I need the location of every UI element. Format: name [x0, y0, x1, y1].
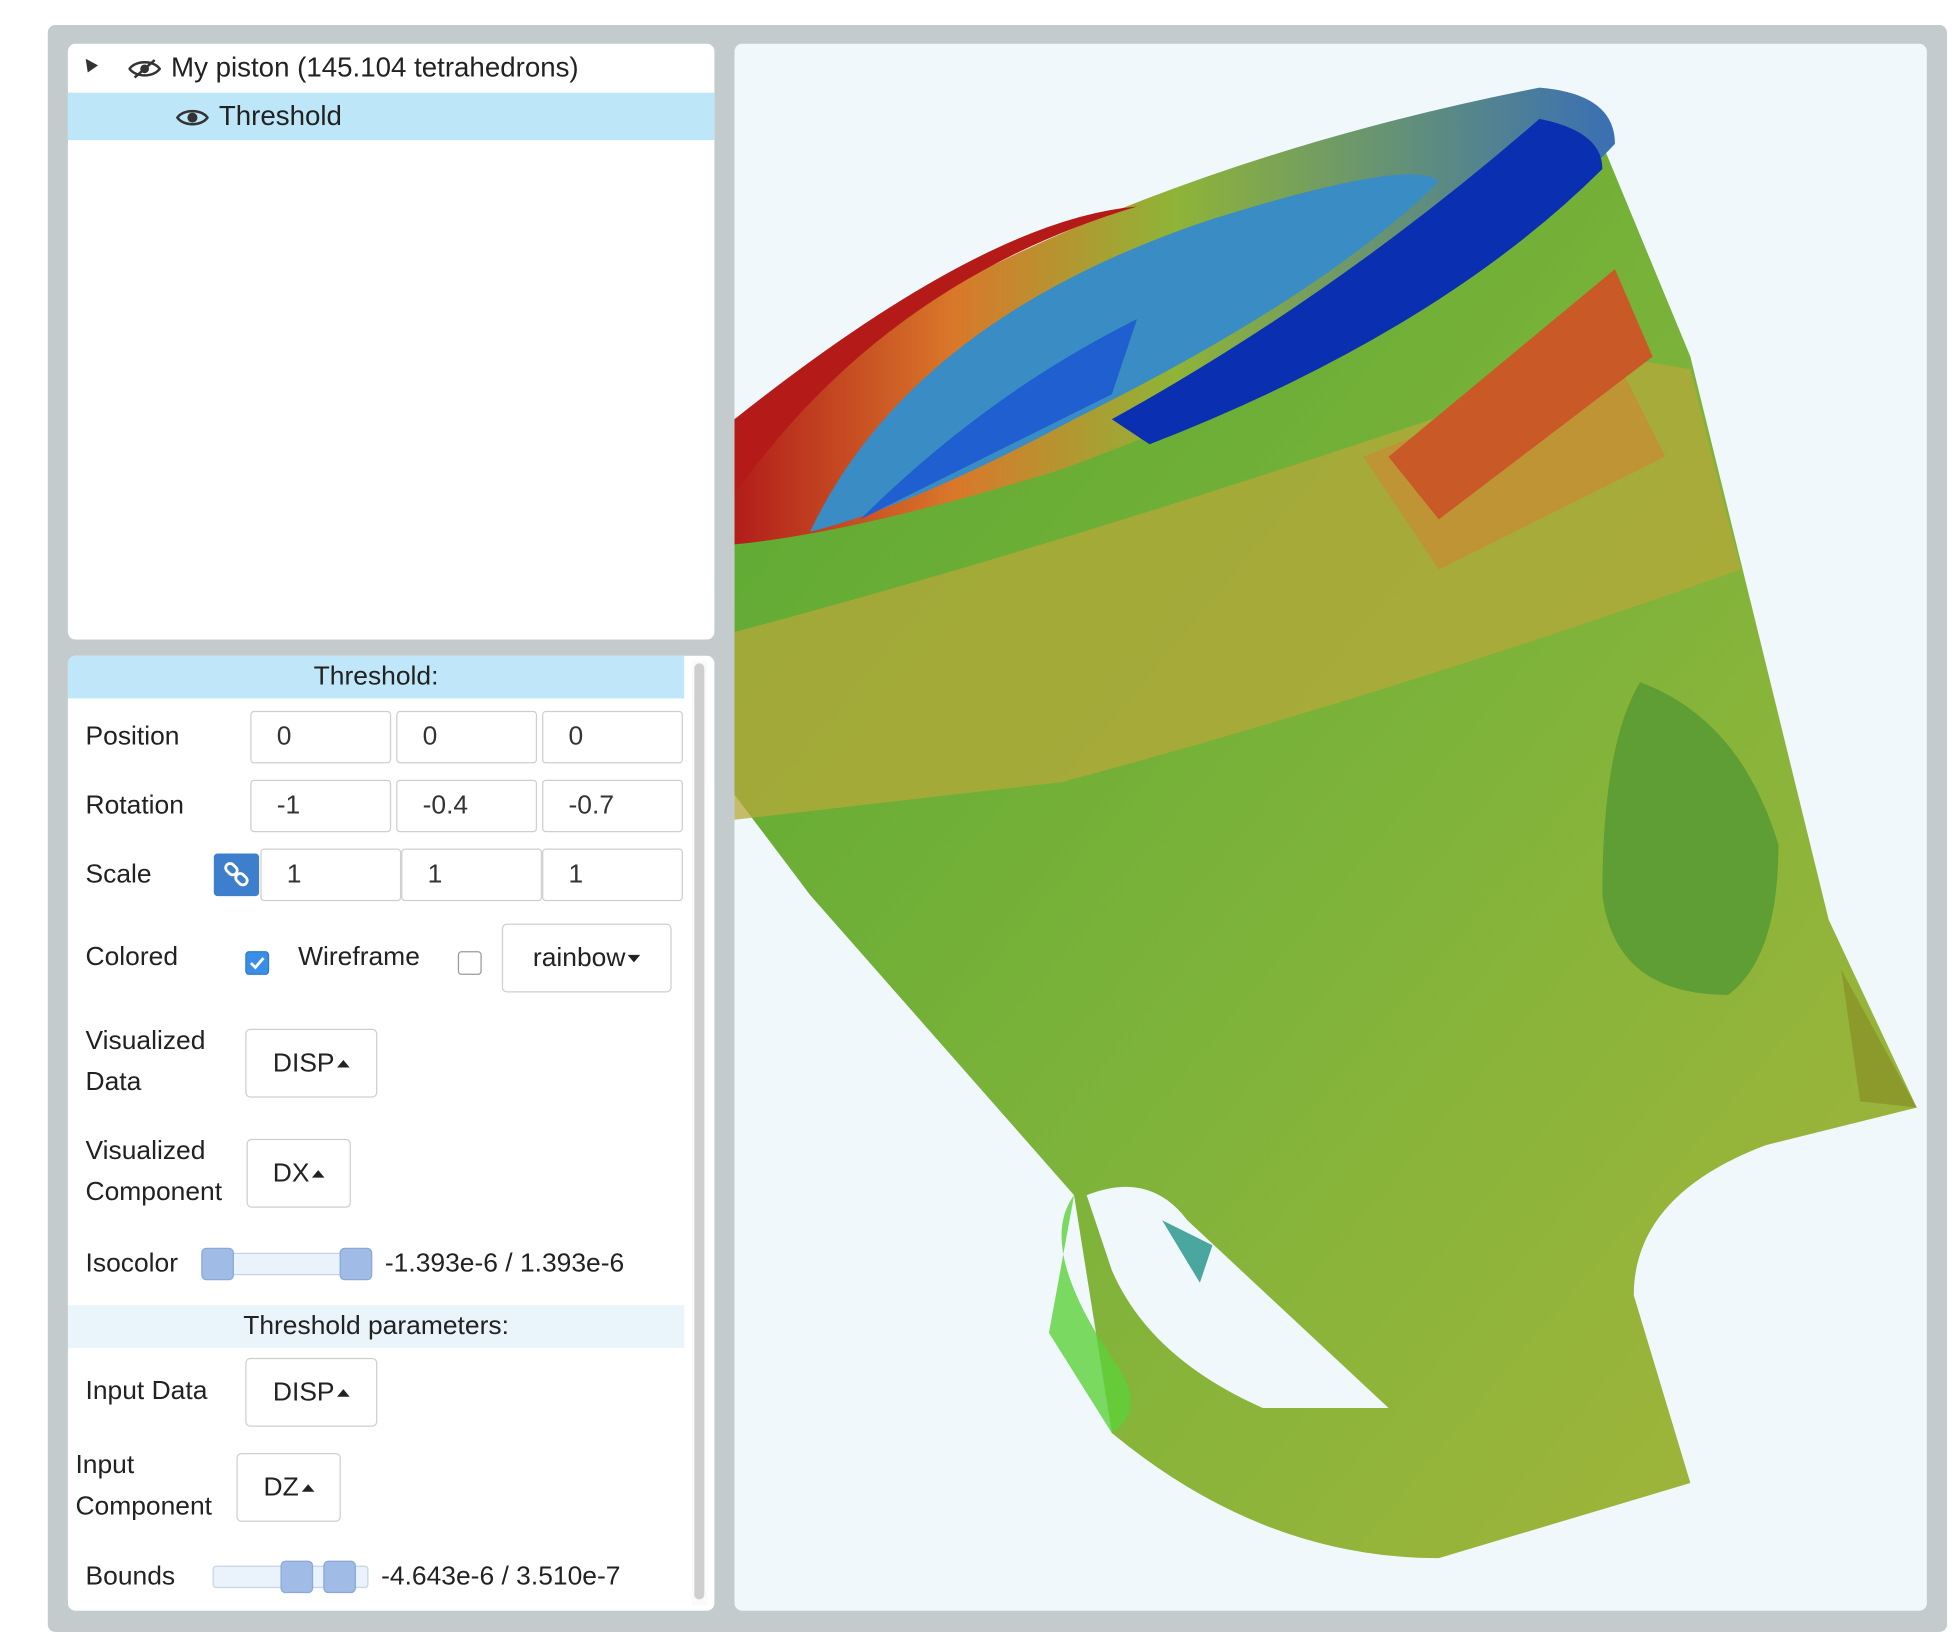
bounds-low-handle[interactable] — [280, 1560, 314, 1594]
position-label: Position — [85, 722, 180, 751]
colored-checkbox[interactable] — [245, 951, 270, 975]
scrollbar-thumb[interactable] — [694, 663, 705, 1600]
position-x-input[interactable]: 0 — [250, 710, 392, 764]
scale-x-input[interactable]: 1 — [260, 848, 402, 902]
scale-z-input[interactable]: 1 — [542, 848, 683, 902]
isocolor-range-text: -1.393e-6 / 1.393e-6 — [384, 1249, 625, 1278]
input-component-label: Input — [75, 1450, 135, 1480]
rotation-y-input[interactable]: -0.4 — [396, 779, 538, 833]
collapse-caret-icon[interactable] — [80, 55, 99, 73]
input-component-dropdown[interactable]: DZ — [236, 1453, 341, 1522]
input-data-label: Input Data — [85, 1376, 208, 1406]
visualized-component-value: DX — [272, 1158, 310, 1188]
visualized-component-label-line2: Component — [85, 1177, 223, 1207]
scene-tree-panel: My piston (145.104 tetrahedrons) Thresho… — [67, 43, 715, 640]
visualized-data-label-line2: Data — [85, 1067, 142, 1097]
caret-up-icon — [337, 1389, 350, 1398]
tree-item-label: My piston (145.104 tetrahedrons) — [171, 51, 579, 83]
isocolor-label: Isocolor — [85, 1249, 179, 1278]
bounds-label: Bounds — [85, 1561, 176, 1591]
input-component-label-line2: Component — [75, 1491, 213, 1521]
colormap-value: rainbow — [532, 943, 626, 973]
eye-hidden-icon[interactable] — [128, 59, 161, 79]
tree-item-threshold[interactable]: Threshold — [67, 92, 715, 141]
position-z-input[interactable]: 0 — [542, 710, 683, 764]
bounds-high-handle[interactable] — [323, 1560, 357, 1594]
link-icon — [224, 862, 249, 887]
isocolor-low-handle[interactable] — [201, 1247, 234, 1281]
section-header-threshold-parameters: Threshold parameters: — [67, 1305, 685, 1348]
tree-item-label: Threshold — [218, 100, 342, 132]
scale-label: Scale — [85, 859, 152, 889]
input-component-value: DZ — [263, 1473, 299, 1502]
caret-down-icon — [627, 955, 641, 963]
properties-panel: Threshold: Position 0 0 0 Rotation -1 -0… — [67, 655, 715, 1611]
caret-up-icon — [312, 1170, 325, 1179]
input-data-dropdown[interactable]: DISP — [245, 1357, 378, 1427]
caret-up-icon — [337, 1060, 350, 1069]
input-data-value: DISP — [272, 1377, 335, 1407]
position-y-input[interactable]: 0 — [396, 710, 538, 764]
rotation-label: Rotation — [85, 790, 184, 820]
eye-icon[interactable] — [176, 108, 209, 128]
colormap-dropdown[interactable]: rainbow — [501, 923, 672, 993]
wireframe-label: Wireframe — [298, 942, 420, 972]
rotation-z-input[interactable]: -0.7 — [542, 779, 683, 833]
section-header-threshold: Threshold: — [67, 655, 685, 699]
visualized-data-dropdown[interactable]: DISP — [245, 1028, 378, 1098]
isocolor-high-handle[interactable] — [339, 1247, 373, 1281]
lock-scale-button[interactable] — [213, 853, 260, 897]
bounds-range-text: -4.643e-6 / 3.510e-7 — [381, 1561, 621, 1591]
3d-viewport[interactable] — [734, 43, 1927, 1611]
tree-item-my-piston[interactable]: My piston (145.104 tetrahedrons) — [68, 44, 714, 92]
visualized-data-value: DISP — [272, 1048, 335, 1078]
scale-y-input[interactable]: 1 — [401, 848, 543, 902]
properties-scrollbar[interactable] — [691, 660, 707, 1606]
wireframe-checkbox[interactable] — [457, 951, 482, 975]
checkmark-icon — [249, 957, 265, 970]
piston-mesh-render[interactable] — [734, 44, 1927, 1611]
rotation-x-input[interactable]: -1 — [250, 779, 392, 833]
visualized-data-label: Visualized — [85, 1026, 206, 1056]
visualized-component-label: Visualized — [85, 1136, 206, 1166]
caret-up-icon — [301, 1484, 314, 1493]
visualized-component-dropdown[interactable]: DX — [246, 1138, 351, 1208]
colored-label: Colored — [85, 942, 179, 972]
